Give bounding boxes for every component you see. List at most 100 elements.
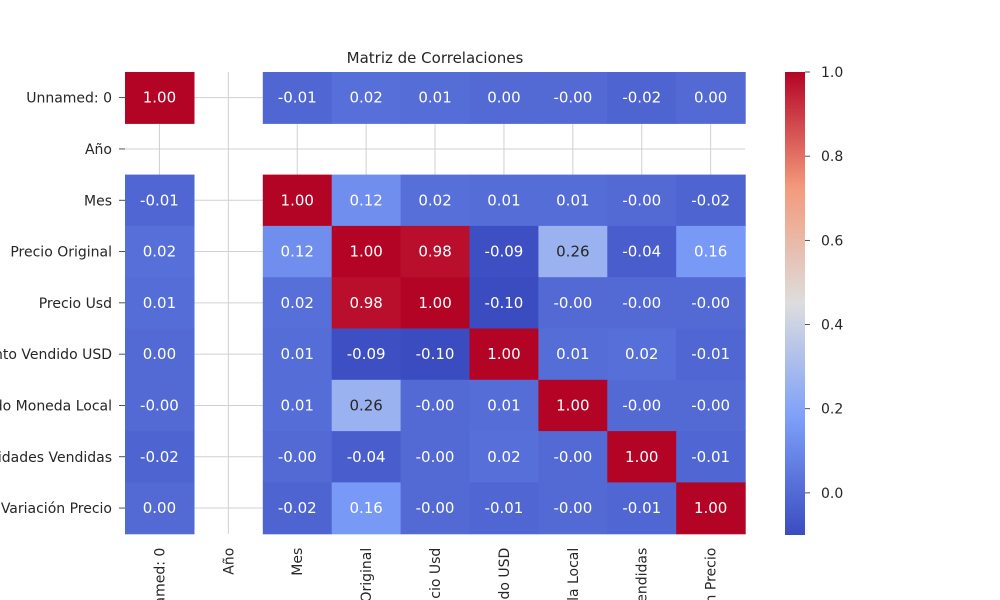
- heatmap-cell: [538, 277, 608, 330]
- heatmap-cell: [676, 482, 746, 535]
- heatmap-cell: [469, 482, 539, 535]
- cell-value-label: 0.00: [143, 345, 176, 363]
- cell-value-label: -0.01: [140, 191, 179, 209]
- chart-title: Matriz de Correlaciones: [347, 49, 524, 67]
- heatmap-cell: [125, 328, 195, 381]
- heatmap-cell: [469, 174, 539, 227]
- x-tick-label: named: 0: [152, 548, 168, 600]
- cell-value-label: -0.01: [691, 345, 730, 363]
- x-tick-labels: named: 0 Año Mes Original cio Usd do USD la Lo…: [152, 548, 719, 600]
- cell-value-label: -0.04: [622, 243, 661, 261]
- cell-value-label: 0.02: [143, 243, 176, 261]
- cell-value-label: -0.01: [691, 448, 730, 466]
- cell-value-label: 1.00: [418, 294, 451, 312]
- heatmap-cell: [607, 482, 677, 535]
- heatmap-cell: [262, 328, 333, 381]
- colorbar-gradient: [785, 72, 805, 535]
- heatmap-cell: [331, 379, 402, 432]
- y-tick-label: do Moneda Local: [0, 398, 112, 414]
- heatmap-cell: [676, 379, 746, 432]
- cell-value-label: 1.00: [556, 396, 589, 414]
- cell-value-label: 1.00: [487, 345, 520, 363]
- heatmap-cell: [262, 225, 333, 278]
- heatmap-cell: [331, 174, 402, 227]
- heatmap-cell: [676, 225, 746, 278]
- cell-value-label: 1.00: [694, 499, 727, 517]
- cell-value-label: -0.02: [622, 89, 661, 107]
- heatmap-cell: [538, 431, 608, 483]
- heatmap-cell: [331, 328, 402, 381]
- heatmap-cell: [262, 482, 333, 535]
- colorbar-tick-label: 0.2: [821, 402, 843, 418]
- cell-value-label: -0.00: [691, 396, 730, 414]
- heatmap-cell: [607, 379, 677, 432]
- cell-value-label: 0.16: [694, 243, 727, 261]
- cell-value-label: 0.02: [418, 191, 451, 209]
- heatmap-cell: [125, 72, 195, 124]
- cell-value-label: -0.09: [485, 243, 524, 261]
- cell-value-label: 0.12: [349, 191, 382, 209]
- heatmap-cell: [331, 482, 402, 535]
- heatmap-cell: [125, 431, 195, 483]
- heatmap-cells: 1.00 -0.01 0.02 0.01 0.00 -0.00 -0.02 0.00 -0.01…: [125, 72, 746, 535]
- cell-value-label: -0.00: [553, 448, 592, 466]
- cell-value-label: -0.02: [691, 191, 730, 209]
- x-tick-label: Mes: [290, 548, 306, 576]
- x-tick-label: do USD: [497, 548, 513, 600]
- heatmap-cell: [331, 277, 402, 330]
- x-tick-label: la Local: [566, 548, 582, 600]
- cell-value-label: 0.02: [349, 89, 382, 107]
- y-tick-label: Mes: [84, 193, 112, 209]
- cell-value-label: 0.00: [694, 89, 727, 107]
- heatmap-cell: [400, 225, 471, 278]
- heatmap-cell: [538, 379, 608, 432]
- heatmap-cell: [676, 328, 746, 381]
- heatmap-cell: [125, 379, 195, 432]
- heatmap-cell: [469, 225, 539, 278]
- y-tick-label: Año: [85, 142, 112, 158]
- cell-value-label: 1.00: [625, 448, 658, 466]
- cell-value-label: 0.01: [556, 191, 589, 209]
- heatmap-cell: [125, 482, 195, 535]
- colorbar: 0.0 0.2 0.4 0.6 0.8 1.0: [785, 65, 843, 535]
- heatmap-cell: [676, 174, 746, 227]
- heatmap-cell: [607, 174, 677, 227]
- cell-value-label: 0.26: [556, 243, 589, 261]
- x-tick-label: Original: [359, 548, 375, 600]
- y-tick-label: idades Vendidas: [0, 450, 112, 466]
- heatmap-cell: [676, 277, 746, 330]
- cell-value-label: -0.10: [485, 294, 524, 312]
- y-tick-labels: Unnamed: 0 Año Mes Precio Original Precio Us…: [0, 91, 125, 517]
- x-tick-label: Año: [221, 548, 237, 575]
- heatmap-cell: [400, 174, 471, 227]
- heatmap-cell: [538, 328, 608, 381]
- cell-value-label: 0.02: [487, 448, 520, 466]
- heatmap-cell: [676, 431, 746, 483]
- heatmap-cell: [331, 225, 402, 278]
- cell-value-label: -0.02: [140, 448, 179, 466]
- cell-value-label: -0.00: [416, 396, 455, 414]
- x-tick-label: cio Usd: [428, 548, 444, 599]
- cell-value-label: -0.00: [622, 191, 661, 209]
- cell-value-label: -0.00: [416, 448, 455, 466]
- colorbar-tick-label: 0.8: [821, 149, 843, 165]
- heatmap-cell: [469, 431, 539, 483]
- cell-value-label: 0.01: [143, 294, 176, 312]
- heatmap-cell: [262, 72, 333, 124]
- heatmap-cell: [125, 174, 195, 227]
- heatmap-cell: [262, 431, 333, 483]
- cell-value-label: -0.04: [347, 448, 386, 466]
- cell-value-label: -0.00: [553, 89, 592, 107]
- cell-value-label: 0.02: [625, 345, 658, 363]
- cell-value-label: 1.00: [143, 89, 176, 107]
- y-tick-label: Precio Original: [10, 245, 112, 261]
- colorbar-tick-label: 0.6: [821, 233, 843, 249]
- cell-value-label: -0.01: [278, 89, 317, 107]
- heatmap-cell: [262, 277, 333, 330]
- heatmap-cell: [538, 72, 608, 124]
- heatmap-cell: [607, 328, 677, 381]
- heatmap-cell: [331, 431, 402, 483]
- cell-value-label: -0.01: [622, 499, 661, 517]
- cell-value-label: 0.00: [487, 89, 520, 107]
